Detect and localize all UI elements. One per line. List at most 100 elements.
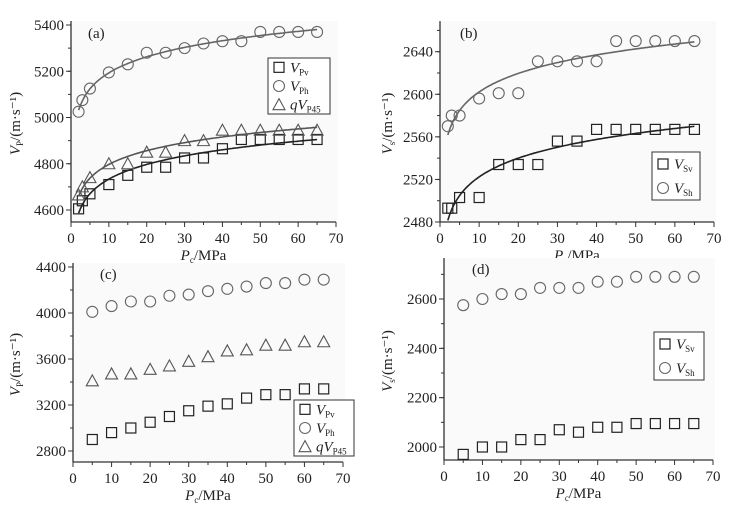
data-point <box>104 366 119 380</box>
data-point <box>182 288 195 301</box>
data-point <box>83 170 97 184</box>
legend-label: VPv <box>316 402 335 419</box>
data-point <box>123 366 138 380</box>
data-point <box>273 25 286 38</box>
legend-box <box>267 57 331 115</box>
data-point <box>260 389 272 401</box>
legend-marker-triangle <box>298 439 312 453</box>
x-tick-label: 70 <box>707 231 722 247</box>
legend-marker-square <box>299 403 311 415</box>
series-v-pv <box>72 133 323 215</box>
data-point <box>160 161 172 173</box>
data-point <box>215 123 230 136</box>
x-tick-label: 50 <box>628 231 643 247</box>
data-point <box>515 434 527 446</box>
y-tick-label: 5400 <box>34 18 64 34</box>
x-tick-label: 20 <box>143 471 158 487</box>
data-point <box>610 35 623 48</box>
data-point <box>139 145 154 158</box>
y-tick-label: 4600 <box>34 203 64 219</box>
data-point <box>279 389 291 401</box>
data-point <box>177 133 192 147</box>
data-point <box>668 35 681 48</box>
data-point <box>158 145 173 158</box>
data-point <box>453 191 466 204</box>
data-point <box>298 273 311 286</box>
chart-panel-c: 0 10 20 30 40 50 60 70 2800 3200 3600 4000 4400 Pc/MP… <box>8 260 355 505</box>
x-tick-label: 50 <box>629 469 644 485</box>
data-point <box>473 92 486 105</box>
x-tick-label: 70 <box>336 471 351 487</box>
data-point <box>551 55 564 68</box>
x-axis-title: Pc/MPa <box>180 248 227 265</box>
y-tick-label: 5000 <box>34 111 64 127</box>
x-tick-label: 20 <box>139 231 154 247</box>
data-point <box>84 188 96 200</box>
data-point <box>83 82 96 95</box>
data-point <box>492 87 505 100</box>
data-point <box>316 334 331 348</box>
legend-label: VPh <box>290 79 309 96</box>
data-point <box>221 398 233 410</box>
x-tick-label: 70 <box>706 469 721 485</box>
data-point <box>570 55 584 68</box>
data-point <box>446 202 458 214</box>
x-tick-label: 10 <box>475 469 490 485</box>
fit-curve <box>77 126 318 197</box>
data-point <box>273 133 285 146</box>
data-point <box>457 448 469 460</box>
data-point <box>590 123 603 135</box>
panel-label: (a) <box>88 26 105 42</box>
y-tick-label: 2800 <box>36 444 66 460</box>
data-point <box>105 300 118 313</box>
data-point <box>278 338 293 351</box>
data-point <box>495 288 508 301</box>
data-point <box>122 169 134 181</box>
data-point <box>668 270 681 283</box>
data-point <box>163 410 176 423</box>
data-point <box>162 358 177 372</box>
data-point <box>197 152 210 164</box>
data-point <box>216 35 229 48</box>
data-point <box>512 158 524 171</box>
x-tick-label: 10 <box>104 471 119 487</box>
data-point <box>649 35 662 48</box>
x-tick-label: 10 <box>472 231 487 247</box>
data-point <box>453 109 466 122</box>
data-point <box>445 109 458 122</box>
x-tick-label: 20 <box>513 469 528 485</box>
data-point <box>317 273 330 286</box>
data-point <box>297 334 312 348</box>
fit-curve <box>447 125 695 221</box>
x-tick-label: 60 <box>667 469 682 485</box>
legend-marker-circle <box>656 181 670 195</box>
legend-marker-circle <box>658 361 672 375</box>
y-tick-label: 5200 <box>34 64 64 80</box>
data-point <box>534 434 546 446</box>
data-point <box>258 338 273 351</box>
data-point <box>649 123 661 135</box>
data-point <box>197 37 210 50</box>
y-tick-label: 2600 <box>407 292 437 308</box>
y-tick-label: 2600 <box>403 87 433 103</box>
data-point <box>649 417 661 430</box>
series-v-ph <box>86 273 330 318</box>
y-tick-label: 3200 <box>36 398 66 414</box>
data-point <box>144 295 157 308</box>
data-point <box>86 433 98 446</box>
chart-panel-a: 0 10 20 30 40 50 60 70 4600 4800 5000 5200 5400 Pc/MP… <box>8 18 344 265</box>
x-tick-label: 20 <box>511 231 526 247</box>
y-axis-title: VP/(m·s⁻¹) <box>8 333 25 396</box>
legend-label: VPv <box>290 60 309 77</box>
data-point <box>102 66 115 79</box>
data-point <box>512 87 525 100</box>
y-axis-title: Vs/(m·s⁻¹) <box>380 330 397 392</box>
data-point <box>311 133 323 146</box>
y-axis-title: Vs/(m·s⁻¹) <box>380 93 397 155</box>
data-point <box>514 288 527 301</box>
x-tick-label: 40 <box>220 471 235 487</box>
x-tick-label: 40 <box>589 231 604 247</box>
data-point <box>71 187 86 201</box>
data-point <box>235 35 248 48</box>
data-point <box>669 123 681 135</box>
